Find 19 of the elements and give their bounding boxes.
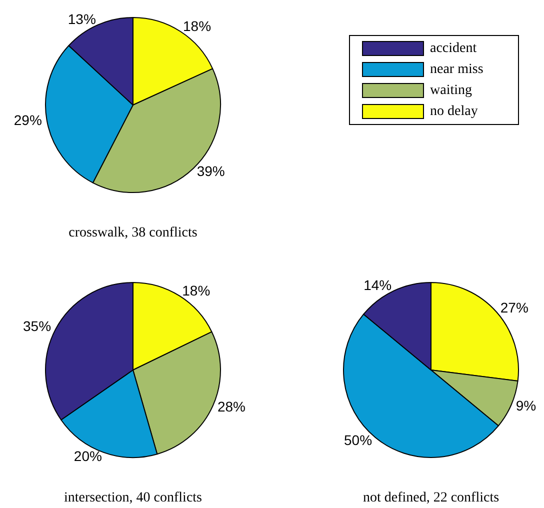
data-label: 28% (217, 398, 246, 415)
legend-label: no delay (430, 104, 478, 120)
data-label: 13% (68, 11, 96, 28)
data-label: 29% (14, 112, 42, 128)
data-label: 18% (182, 282, 210, 298)
data-label: 20% (74, 448, 102, 464)
legend-label: accident (430, 40, 477, 56)
text: intersection, 40 conflicts (64, 490, 202, 506)
data-label: 35% (23, 318, 52, 334)
legend-label: near miss (430, 62, 484, 78)
data-label: 9% (516, 398, 536, 414)
text: crosswalk, 38 conflicts (68, 226, 198, 241)
data-label: 14% (364, 277, 392, 294)
data-label: 27% (500, 300, 528, 316)
data-label: 39% (196, 162, 225, 179)
text: not defined, 22 conflicts (362, 490, 500, 506)
data-label: 18% (183, 18, 212, 34)
legend-label: waiting (430, 82, 472, 98)
data-label: 50% (344, 432, 372, 448)
